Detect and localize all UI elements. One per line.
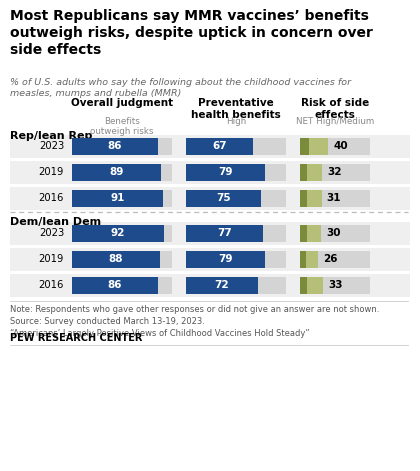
Bar: [10, 187, 410, 210]
Bar: [186, 251, 286, 268]
Text: 72: 72: [215, 280, 229, 290]
Text: % of U.S. adults who say the following about the childhood vaccines for
measles,: % of U.S. adults who say the following a…: [10, 78, 351, 98]
Text: 88: 88: [109, 254, 123, 264]
Text: Most Republicans say MMR vaccines’ benefits
outweigh risks, despite uptick in co: Most Republicans say MMR vaccines’ benef…: [10, 9, 373, 57]
Bar: [300, 189, 307, 206]
Bar: [10, 221, 410, 244]
Bar: [186, 225, 263, 242]
Text: 2019: 2019: [39, 167, 64, 177]
Bar: [309, 138, 328, 154]
Text: PEW RESEARCH CENTER: PEW RESEARCH CENTER: [10, 333, 142, 343]
Text: 2019: 2019: [39, 254, 64, 264]
Bar: [300, 251, 370, 268]
Text: 31: 31: [327, 193, 341, 203]
Bar: [300, 276, 370, 293]
Text: 92: 92: [111, 228, 125, 238]
Text: High: High: [226, 117, 246, 126]
Bar: [72, 189, 172, 206]
Bar: [72, 163, 172, 180]
Bar: [307, 276, 323, 293]
Text: 79: 79: [218, 254, 233, 264]
Bar: [186, 189, 286, 206]
Text: 91: 91: [110, 193, 125, 203]
Bar: [186, 189, 261, 206]
Bar: [72, 276, 158, 293]
Text: 75: 75: [216, 193, 231, 203]
Bar: [186, 251, 265, 268]
Bar: [186, 138, 253, 154]
Text: 86: 86: [108, 141, 122, 151]
Bar: [300, 163, 307, 180]
Bar: [300, 225, 307, 242]
Bar: [72, 225, 164, 242]
Text: 67: 67: [212, 141, 227, 151]
Text: Overall judgment: Overall judgment: [71, 98, 173, 108]
Bar: [72, 276, 172, 293]
Bar: [72, 189, 163, 206]
Bar: [10, 135, 410, 157]
Bar: [10, 161, 410, 184]
Bar: [72, 225, 172, 242]
Bar: [300, 163, 370, 180]
Bar: [72, 251, 160, 268]
Bar: [72, 138, 172, 154]
Text: 2016: 2016: [39, 193, 64, 203]
Text: Benefits
outweigh risks: Benefits outweigh risks: [90, 117, 154, 137]
Bar: [300, 225, 370, 242]
Bar: [186, 163, 286, 180]
Bar: [307, 189, 322, 206]
Text: 86: 86: [108, 280, 122, 290]
Text: Note: Respondents who gave other responses or did not give an answer are not sho: Note: Respondents who gave other respons…: [10, 305, 379, 338]
Bar: [186, 225, 286, 242]
Bar: [186, 163, 265, 180]
Text: 79: 79: [218, 167, 233, 177]
Text: 2023: 2023: [39, 228, 64, 238]
Bar: [72, 251, 172, 268]
Text: 2023: 2023: [39, 141, 64, 151]
Text: 33: 33: [328, 280, 343, 290]
Bar: [186, 276, 258, 293]
Bar: [306, 251, 318, 268]
Bar: [300, 138, 370, 154]
Bar: [300, 276, 307, 293]
Bar: [186, 276, 286, 293]
Bar: [10, 274, 410, 297]
Text: 40: 40: [333, 141, 348, 151]
Bar: [10, 247, 410, 270]
Text: Preventative
health benefits: Preventative health benefits: [191, 98, 281, 120]
Bar: [307, 225, 321, 242]
Text: 77: 77: [217, 228, 232, 238]
Text: Rep/lean Rep: Rep/lean Rep: [10, 131, 92, 141]
Bar: [300, 251, 306, 268]
Text: 26: 26: [323, 254, 338, 264]
Text: Risk of side
effects: Risk of side effects: [301, 98, 369, 120]
Bar: [300, 138, 309, 154]
Text: 89: 89: [109, 167, 123, 177]
Text: Dem/lean Dem: Dem/lean Dem: [10, 217, 101, 227]
Bar: [72, 163, 161, 180]
Text: 2016: 2016: [39, 280, 64, 290]
Text: 30: 30: [326, 228, 341, 238]
Text: NET High/Medium: NET High/Medium: [296, 117, 374, 126]
Text: 32: 32: [328, 167, 342, 177]
Bar: [186, 138, 286, 154]
Bar: [307, 163, 323, 180]
Bar: [300, 189, 370, 206]
Bar: [72, 138, 158, 154]
